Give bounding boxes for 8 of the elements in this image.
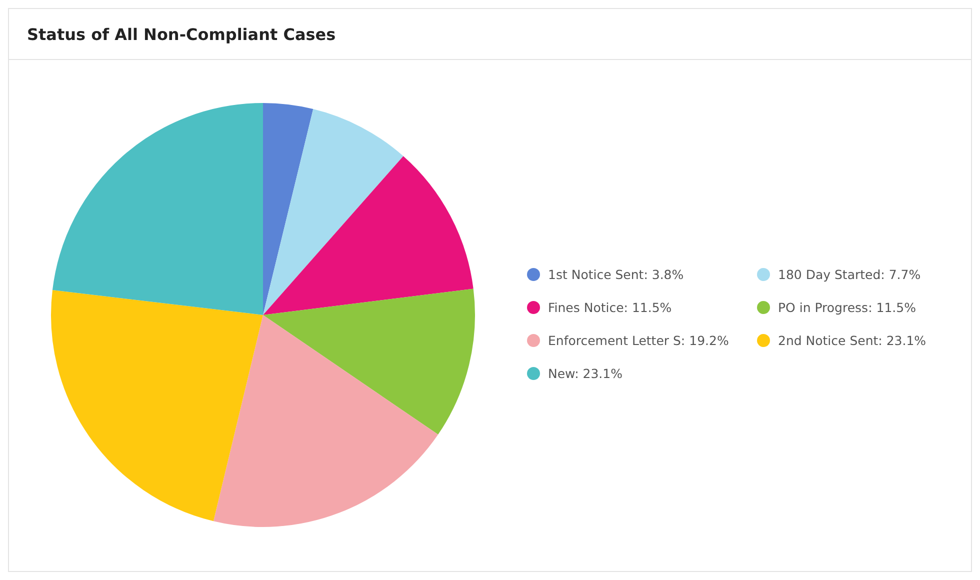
legend-label: Enforcement Letter S: 19.2% xyxy=(548,333,729,348)
legend-label: 2nd Notice Sent: 23.1% xyxy=(778,333,926,348)
legend-label: Fines Notice: 11.5% xyxy=(548,300,672,315)
legend-label: 1st Notice Sent: 3.8% xyxy=(548,267,684,282)
legend-label: 180 Day Started: 7.7% xyxy=(778,267,921,282)
legend-label: PO in Progress: 11.5% xyxy=(778,300,916,315)
chart-title: Status of All Non-Compliant Cases xyxy=(9,9,971,60)
legend-label: New: 23.1% xyxy=(548,366,622,381)
